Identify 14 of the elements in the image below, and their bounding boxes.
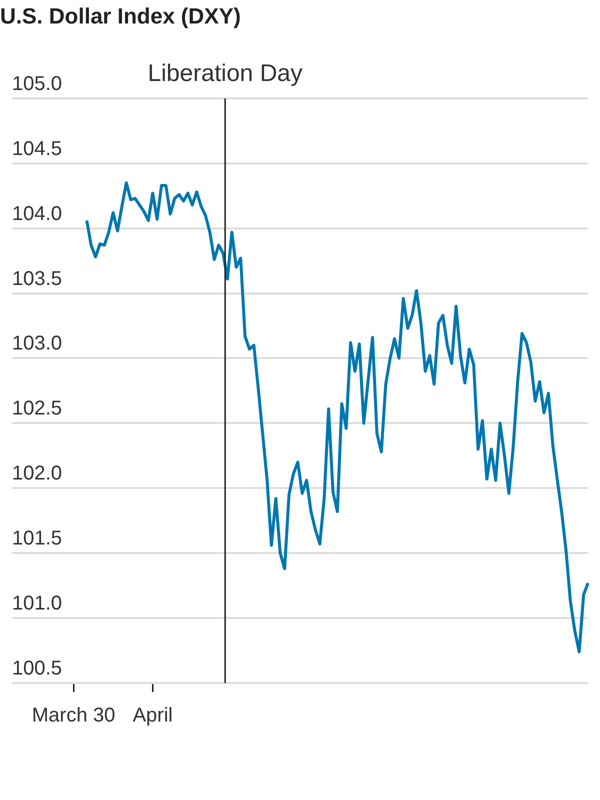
y-tick-label: 100.5 xyxy=(12,658,62,680)
x-tick-label: March 30 xyxy=(32,704,116,727)
y-tick-label: 101.0 xyxy=(12,592,62,615)
y-tick-label: 105.0 xyxy=(12,72,62,95)
y-tick-label: 103.5 xyxy=(12,268,62,290)
y-tick-label: 103.0 xyxy=(12,332,62,355)
text: Liberation Day xyxy=(148,60,303,88)
y-tick-label: 102.5 xyxy=(12,398,62,420)
x-tick-label: April xyxy=(132,704,173,727)
y-tick-label: 104.0 xyxy=(12,202,62,225)
y-tick-label: 101.5 xyxy=(12,528,62,550)
chart-title: U.S. Dollar Index (DXY) xyxy=(0,3,241,28)
y-tick-label: 104.5 xyxy=(12,138,62,160)
y-tick-label: 102.0 xyxy=(12,462,62,485)
